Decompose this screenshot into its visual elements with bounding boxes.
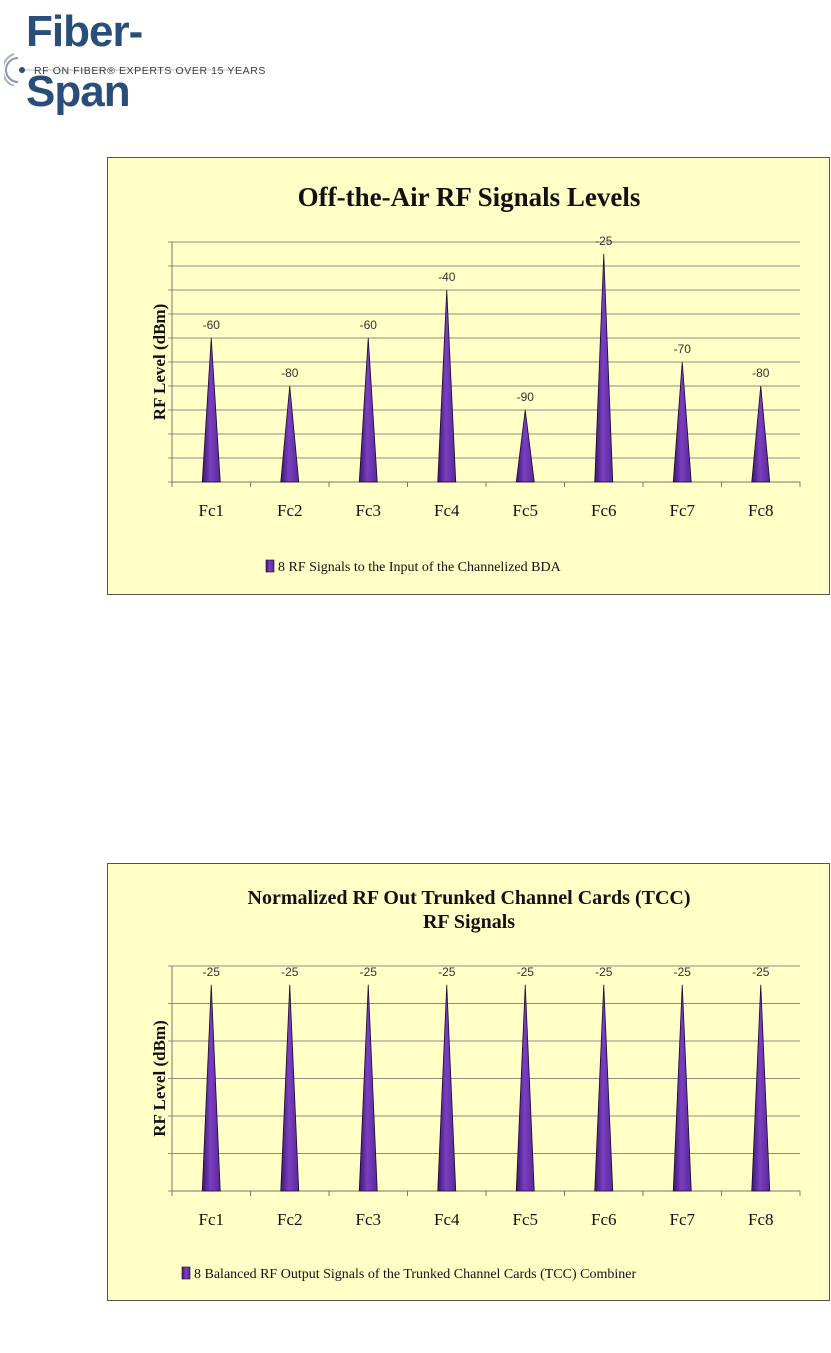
bar-spike xyxy=(437,289,457,483)
bar-spike xyxy=(515,409,535,483)
bar-spike xyxy=(751,984,771,1192)
x-tick-label: Fc2 xyxy=(277,501,303,520)
data-label: -25 xyxy=(595,234,613,248)
y-axis-label: RF Level (dBm) xyxy=(150,1020,169,1136)
bar-spike xyxy=(751,385,771,483)
chart-normalized-tcc-rf-signals: Normalized RF Out Trunked Channel Cards … xyxy=(107,863,830,1301)
bar-spike xyxy=(280,984,300,1192)
chart-title: Normalized RF Out Trunked Channel Cards … xyxy=(248,887,691,909)
bar-spike xyxy=(437,984,457,1192)
data-label: -25 xyxy=(360,965,378,979)
data-label: -25 xyxy=(752,965,770,979)
x-tick-label: Fc1 xyxy=(199,1210,225,1229)
x-tick-label: Fc8 xyxy=(748,1210,774,1229)
x-tick-label: Fc5 xyxy=(513,501,539,520)
bar-spike xyxy=(280,385,300,483)
data-label: -25 xyxy=(281,965,299,979)
y-axis-label: RF Level (dBm) xyxy=(150,304,169,420)
bar-spike xyxy=(201,337,221,483)
x-tick-label: Fc4 xyxy=(434,501,460,520)
bar-spike xyxy=(594,253,614,483)
x-tick-label: Fc7 xyxy=(670,501,696,520)
x-tick-label: Fc2 xyxy=(277,1210,303,1229)
data-label: -80 xyxy=(752,366,770,380)
data-label: -90 xyxy=(517,390,535,404)
data-label: -40 xyxy=(438,270,456,284)
data-label: -25 xyxy=(438,965,456,979)
logo-wordmark: Fiber-Span xyxy=(26,7,143,116)
fiber-span-logo: Fiber-Span RF ON FIBER® EXPERTS OVER 15 … xyxy=(4,2,265,116)
logo-tagline: RF ON FIBER® EXPERTS OVER 15 YEARS xyxy=(34,65,266,77)
x-tick-label: Fc6 xyxy=(591,501,617,520)
bar-spike xyxy=(201,984,221,1192)
x-tick-label: Fc4 xyxy=(434,1210,460,1229)
bar-spike xyxy=(672,984,692,1192)
data-label: -60 xyxy=(360,318,378,332)
logo-arc-icon xyxy=(4,53,242,86)
data-label: -70 xyxy=(674,342,692,356)
chart-off-the-air-rf-levels: Off-the-Air RF Signals Levels RF Level (d… xyxy=(107,157,830,595)
bar-spike xyxy=(358,337,378,483)
bar-spike xyxy=(358,984,378,1192)
x-tick-label: Fc6 xyxy=(591,1210,617,1229)
chart-2-svg: Normalized RF Out Trunked Channel Cards … xyxy=(150,887,801,1282)
x-tick-label: Fc8 xyxy=(748,501,774,520)
x-tick-label: Fc1 xyxy=(199,501,225,520)
data-label: -25 xyxy=(203,965,221,979)
bar-spike xyxy=(594,984,614,1192)
x-tick-label: Fc7 xyxy=(670,1210,696,1229)
data-label: -25 xyxy=(517,965,535,979)
bar-spike xyxy=(672,361,692,483)
x-tick-label: Fc5 xyxy=(513,1210,539,1229)
data-label: -60 xyxy=(203,318,221,332)
x-tick-label: Fc3 xyxy=(356,1210,382,1229)
chart-title: Off-the-Air RF Signals Levels xyxy=(298,182,641,212)
legend-swatch xyxy=(181,1266,191,1280)
data-label: -25 xyxy=(595,965,613,979)
legend-label: 8 RF Signals to the Input of the Channel… xyxy=(278,560,562,575)
x-tick-label: Fc3 xyxy=(356,501,382,520)
data-label: -25 xyxy=(674,965,692,979)
chart-title: RF Signals xyxy=(423,911,515,933)
legend-label: 8 Balanced RF Output Signals of the Trun… xyxy=(194,1267,636,1282)
legend-swatch xyxy=(265,559,275,573)
data-label: -80 xyxy=(281,366,299,380)
chart-1-svg: Off-the-Air RF Signals Levels RF Level (d… xyxy=(150,182,801,575)
bar-spike xyxy=(515,984,535,1192)
